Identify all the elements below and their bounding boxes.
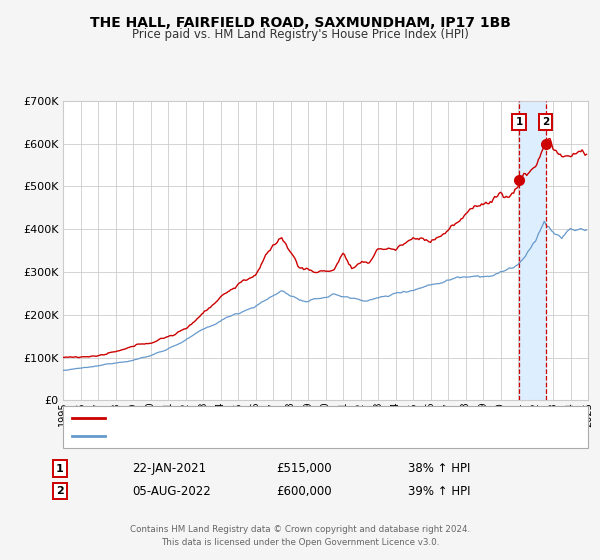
Text: Contains HM Land Registry data © Crown copyright and database right 2024.: Contains HM Land Registry data © Crown c… <box>130 525 470 534</box>
Text: 05-AUG-2022: 05-AUG-2022 <box>132 484 211 498</box>
Text: 2: 2 <box>542 117 550 127</box>
Text: Price paid vs. HM Land Registry's House Price Index (HPI): Price paid vs. HM Land Registry's House … <box>131 28 469 41</box>
Text: £600,000: £600,000 <box>276 484 332 498</box>
Bar <box>519 101 546 400</box>
Text: 2: 2 <box>56 486 64 496</box>
Text: 38% ↑ HPI: 38% ↑ HPI <box>408 462 470 475</box>
Text: 39% ↑ HPI: 39% ↑ HPI <box>408 484 470 498</box>
Text: £515,000: £515,000 <box>276 462 332 475</box>
Text: THE HALL, FAIRFIELD ROAD, SAXMUNDHAM, IP17 1BB: THE HALL, FAIRFIELD ROAD, SAXMUNDHAM, IP… <box>89 16 511 30</box>
Text: This data is licensed under the Open Government Licence v3.0.: This data is licensed under the Open Gov… <box>161 538 439 547</box>
Text: HPI: Average price, detached house, East Suffolk: HPI: Average price, detached house, East… <box>111 431 358 441</box>
Text: 1: 1 <box>56 464 64 474</box>
Text: 1: 1 <box>515 117 523 127</box>
Text: THE HALL, FAIRFIELD ROAD, SAXMUNDHAM, IP17 1BB (detached house): THE HALL, FAIRFIELD ROAD, SAXMUNDHAM, IP… <box>111 413 475 423</box>
Text: 22-JAN-2021: 22-JAN-2021 <box>132 462 206 475</box>
